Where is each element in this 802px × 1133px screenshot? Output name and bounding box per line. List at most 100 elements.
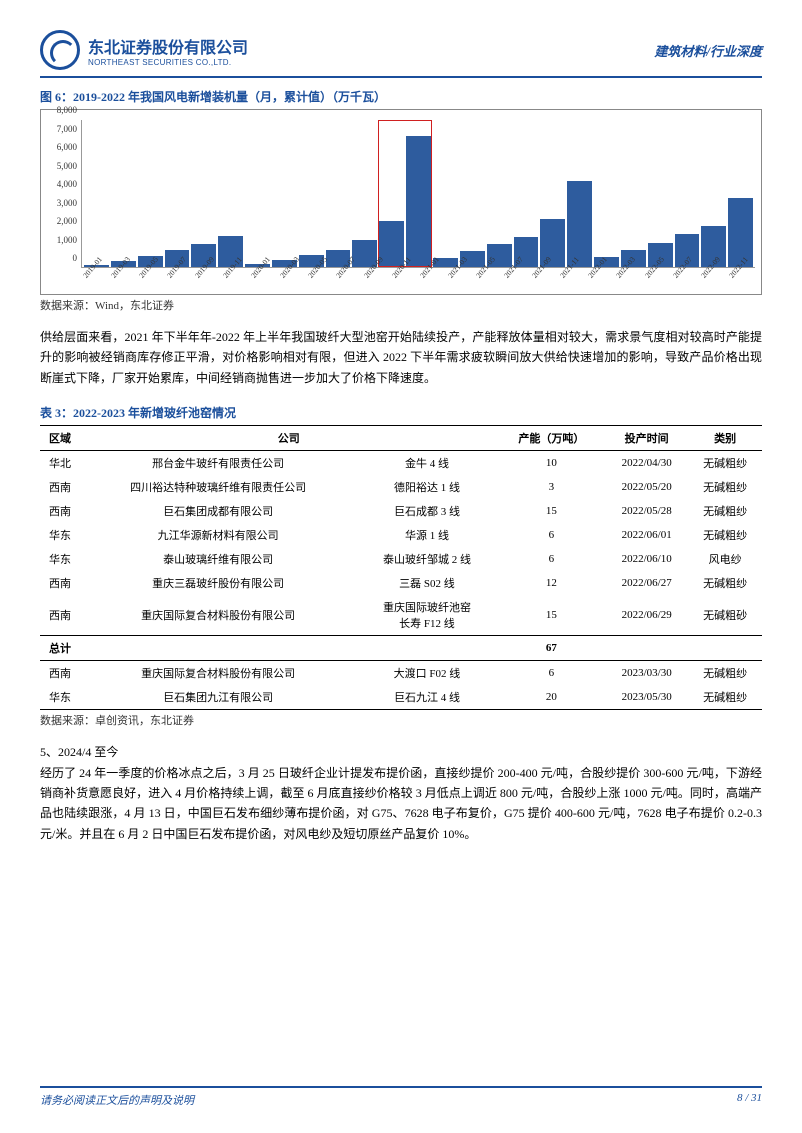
y-tick-label: 6,000 (57, 142, 77, 152)
table-cell: 重庆国际玻纤池窑长寿 F12 线 (356, 595, 497, 636)
header-section-label: 建筑材料/行业深度 (654, 41, 762, 60)
table-cell (80, 636, 356, 661)
table-row: 西南重庆三磊玻纤股份有限公司三磊 S02 线122022/06/27无碱粗纱 (40, 571, 762, 595)
table-cell: 德阳裕达 1 线 (356, 475, 497, 499)
table-cell: 西南 (40, 499, 80, 523)
y-tick-label: 4,000 (57, 179, 77, 189)
table-cell: 2022/06/27 (605, 571, 688, 595)
figure-title: 图 6：2019-2022 年我国风电新增装机量（月，累计值）（万千瓦） (40, 88, 762, 105)
table-cell: 重庆国际复合材料股份有限公司 (80, 595, 356, 636)
paragraph-supply: 供给层面来看，2021 年下半年年-2022 年上半年我国玻纤大型池窑开始陆续投… (40, 327, 762, 388)
table-row: 华东泰山玻璃纤维有限公司泰山玻纤邹城 2 线62022/06/10风电纱 (40, 547, 762, 571)
page-footer: 请务必阅读正文后的声明及说明 8 / 31 (40, 1086, 762, 1108)
table-cell: 6 (498, 661, 606, 686)
table-cell: 总计 (40, 636, 80, 661)
table-cell: 华东 (40, 523, 80, 547)
table-row: 西南四川裕达特种玻璃纤维有限责任公司德阳裕达 1 线32022/05/20无碱粗… (40, 475, 762, 499)
table-cell: 无碱粗纱 (688, 451, 762, 476)
chart-container: 01,0002,0003,0004,0005,0006,0007,0008,00… (40, 109, 762, 295)
table-cell: 无碱粗纱 (688, 499, 762, 523)
table-cell: 2022/06/10 (605, 547, 688, 571)
table-row: 总计 67 (40, 636, 762, 661)
footer-page-number: 8 / 31 (737, 1092, 762, 1108)
table-cell: 风电纱 (688, 547, 762, 571)
table-cell: 12 (498, 571, 606, 595)
table-cell (605, 636, 688, 661)
table-cell: 三磊 S02 线 (356, 571, 497, 595)
table-cell: 华北 (40, 451, 80, 476)
table-cell: 无碱粗纱 (688, 523, 762, 547)
table-header-row: 区域公司产能（万吨）投产时间类别 (40, 426, 762, 451)
bar-plot (81, 120, 755, 268)
table-title: 表 3：2022-2023 年新增玻纤池窑情况 (40, 404, 762, 421)
table-cell: 巨石集团九江有限公司 (80, 685, 356, 710)
y-tick-label: 8,000 (57, 105, 77, 115)
table-cell: 2022/06/01 (605, 523, 688, 547)
table-col-header: 投产时间 (605, 426, 688, 451)
paragraph-section5: 经历了 24 年一季度的价格冰点之后，3 月 25 日玻纤企业计提发布提价函，直… (40, 763, 762, 845)
table-row: 西南重庆国际复合材料股份有限公司大渡口 F02 线62023/03/30无碱粗纱 (40, 661, 762, 686)
y-tick-label: 1,000 (57, 235, 77, 245)
table-cell (356, 636, 497, 661)
table-cell: 西南 (40, 571, 80, 595)
table-cell: 无碱粗纱 (688, 571, 762, 595)
logo-en: NORTHEAST SECURITIES CO.,LTD. (88, 58, 248, 67)
table-cell: 重庆国际复合材料股份有限公司 (80, 661, 356, 686)
table-col-header: 区域 (40, 426, 80, 451)
y-tick-label: 0 (73, 253, 78, 263)
table-row: 华东九江华源新材料有限公司华源 1 线62022/06/01无碱粗纱 (40, 523, 762, 547)
table-row: 华东巨石集团九江有限公司巨石九江 4 线202023/05/30无碱粗纱 (40, 685, 762, 710)
table-cell: 邢台金牛玻纤有限责任公司 (80, 451, 356, 476)
section5-heading: 5、2024/4 至今 (40, 742, 762, 762)
kiln-table: 区域公司产能（万吨）投产时间类别 华北邢台金牛玻纤有限责任公司金牛 4 线102… (40, 425, 762, 710)
y-tick-label: 3,000 (57, 198, 77, 208)
table-row: 西南重庆国际复合材料股份有限公司重庆国际玻纤池窑长寿 F12 线152022/0… (40, 595, 762, 636)
y-axis: 01,0002,0003,0004,0005,0006,0007,0008,00… (47, 120, 81, 268)
chart-bar (406, 136, 431, 267)
chart-bar (567, 181, 592, 267)
table-cell: 2022/06/29 (605, 595, 688, 636)
table-cell: 华源 1 线 (356, 523, 497, 547)
logo-icon (40, 30, 80, 70)
y-tick-label: 5,000 (57, 161, 77, 171)
logo-cn: 东北证券股份有限公司 (88, 34, 248, 58)
table-cell: 20 (498, 685, 606, 710)
table-cell: 6 (498, 547, 606, 571)
table-cell (688, 636, 762, 661)
y-tick-label: 7,000 (57, 124, 77, 134)
chart-source: 数据来源：Wind，东北证券 (40, 297, 762, 313)
table-row: 西南巨石集团成都有限公司巨石成都 3 线152022/05/28无碱粗纱 (40, 499, 762, 523)
table-cell: 2022/05/20 (605, 475, 688, 499)
page-header: 东北证券股份有限公司 NORTHEAST SECURITIES CO.,LTD.… (40, 30, 762, 78)
table-cell: 华东 (40, 685, 80, 710)
table-cell: 四川裕达特种玻璃纤维有限责任公司 (80, 475, 356, 499)
x-axis-labels: 2019-012019-032019-052019-072019-092019-… (81, 268, 755, 292)
table-cell: 华东 (40, 547, 80, 571)
table-cell: 泰山玻璃纤维有限公司 (80, 547, 356, 571)
table-body: 华北邢台金牛玻纤有限责任公司金牛 4 线102022/04/30无碱粗纱西南四川… (40, 451, 762, 710)
logo-block: 东北证券股份有限公司 NORTHEAST SECURITIES CO.,LTD. (40, 30, 248, 70)
footer-disclaimer: 请务必阅读正文后的声明及说明 (40, 1092, 194, 1108)
table-cell: 2023/03/30 (605, 661, 688, 686)
table-cell: 6 (498, 523, 606, 547)
chart-area: 01,0002,0003,0004,0005,0006,0007,0008,00… (81, 120, 755, 290)
table-col-header: 产能（万吨） (498, 426, 606, 451)
table-cell: 金牛 4 线 (356, 451, 497, 476)
table-cell: 西南 (40, 661, 80, 686)
table-cell: 巨石九江 4 线 (356, 685, 497, 710)
y-tick-label: 2,000 (57, 216, 77, 226)
table-cell: 无碱粗纱 (688, 685, 762, 710)
table-cell: 无碱粗纱 (688, 661, 762, 686)
table-cell: 无碱粗砂 (688, 595, 762, 636)
table-cell: 67 (498, 636, 606, 661)
table-cell: 大渡口 F02 线 (356, 661, 497, 686)
logo-text: 东北证券股份有限公司 NORTHEAST SECURITIES CO.,LTD. (88, 34, 248, 67)
table-cell: 无碱粗纱 (688, 475, 762, 499)
table-cell: 2022/04/30 (605, 451, 688, 476)
table-cell: 3 (498, 475, 606, 499)
table-cell: 西南 (40, 595, 80, 636)
table-cell: 西南 (40, 475, 80, 499)
table-cell: 巨石集团成都有限公司 (80, 499, 356, 523)
table-cell: 重庆三磊玻纤股份有限公司 (80, 571, 356, 595)
table-cell: 15 (498, 595, 606, 636)
